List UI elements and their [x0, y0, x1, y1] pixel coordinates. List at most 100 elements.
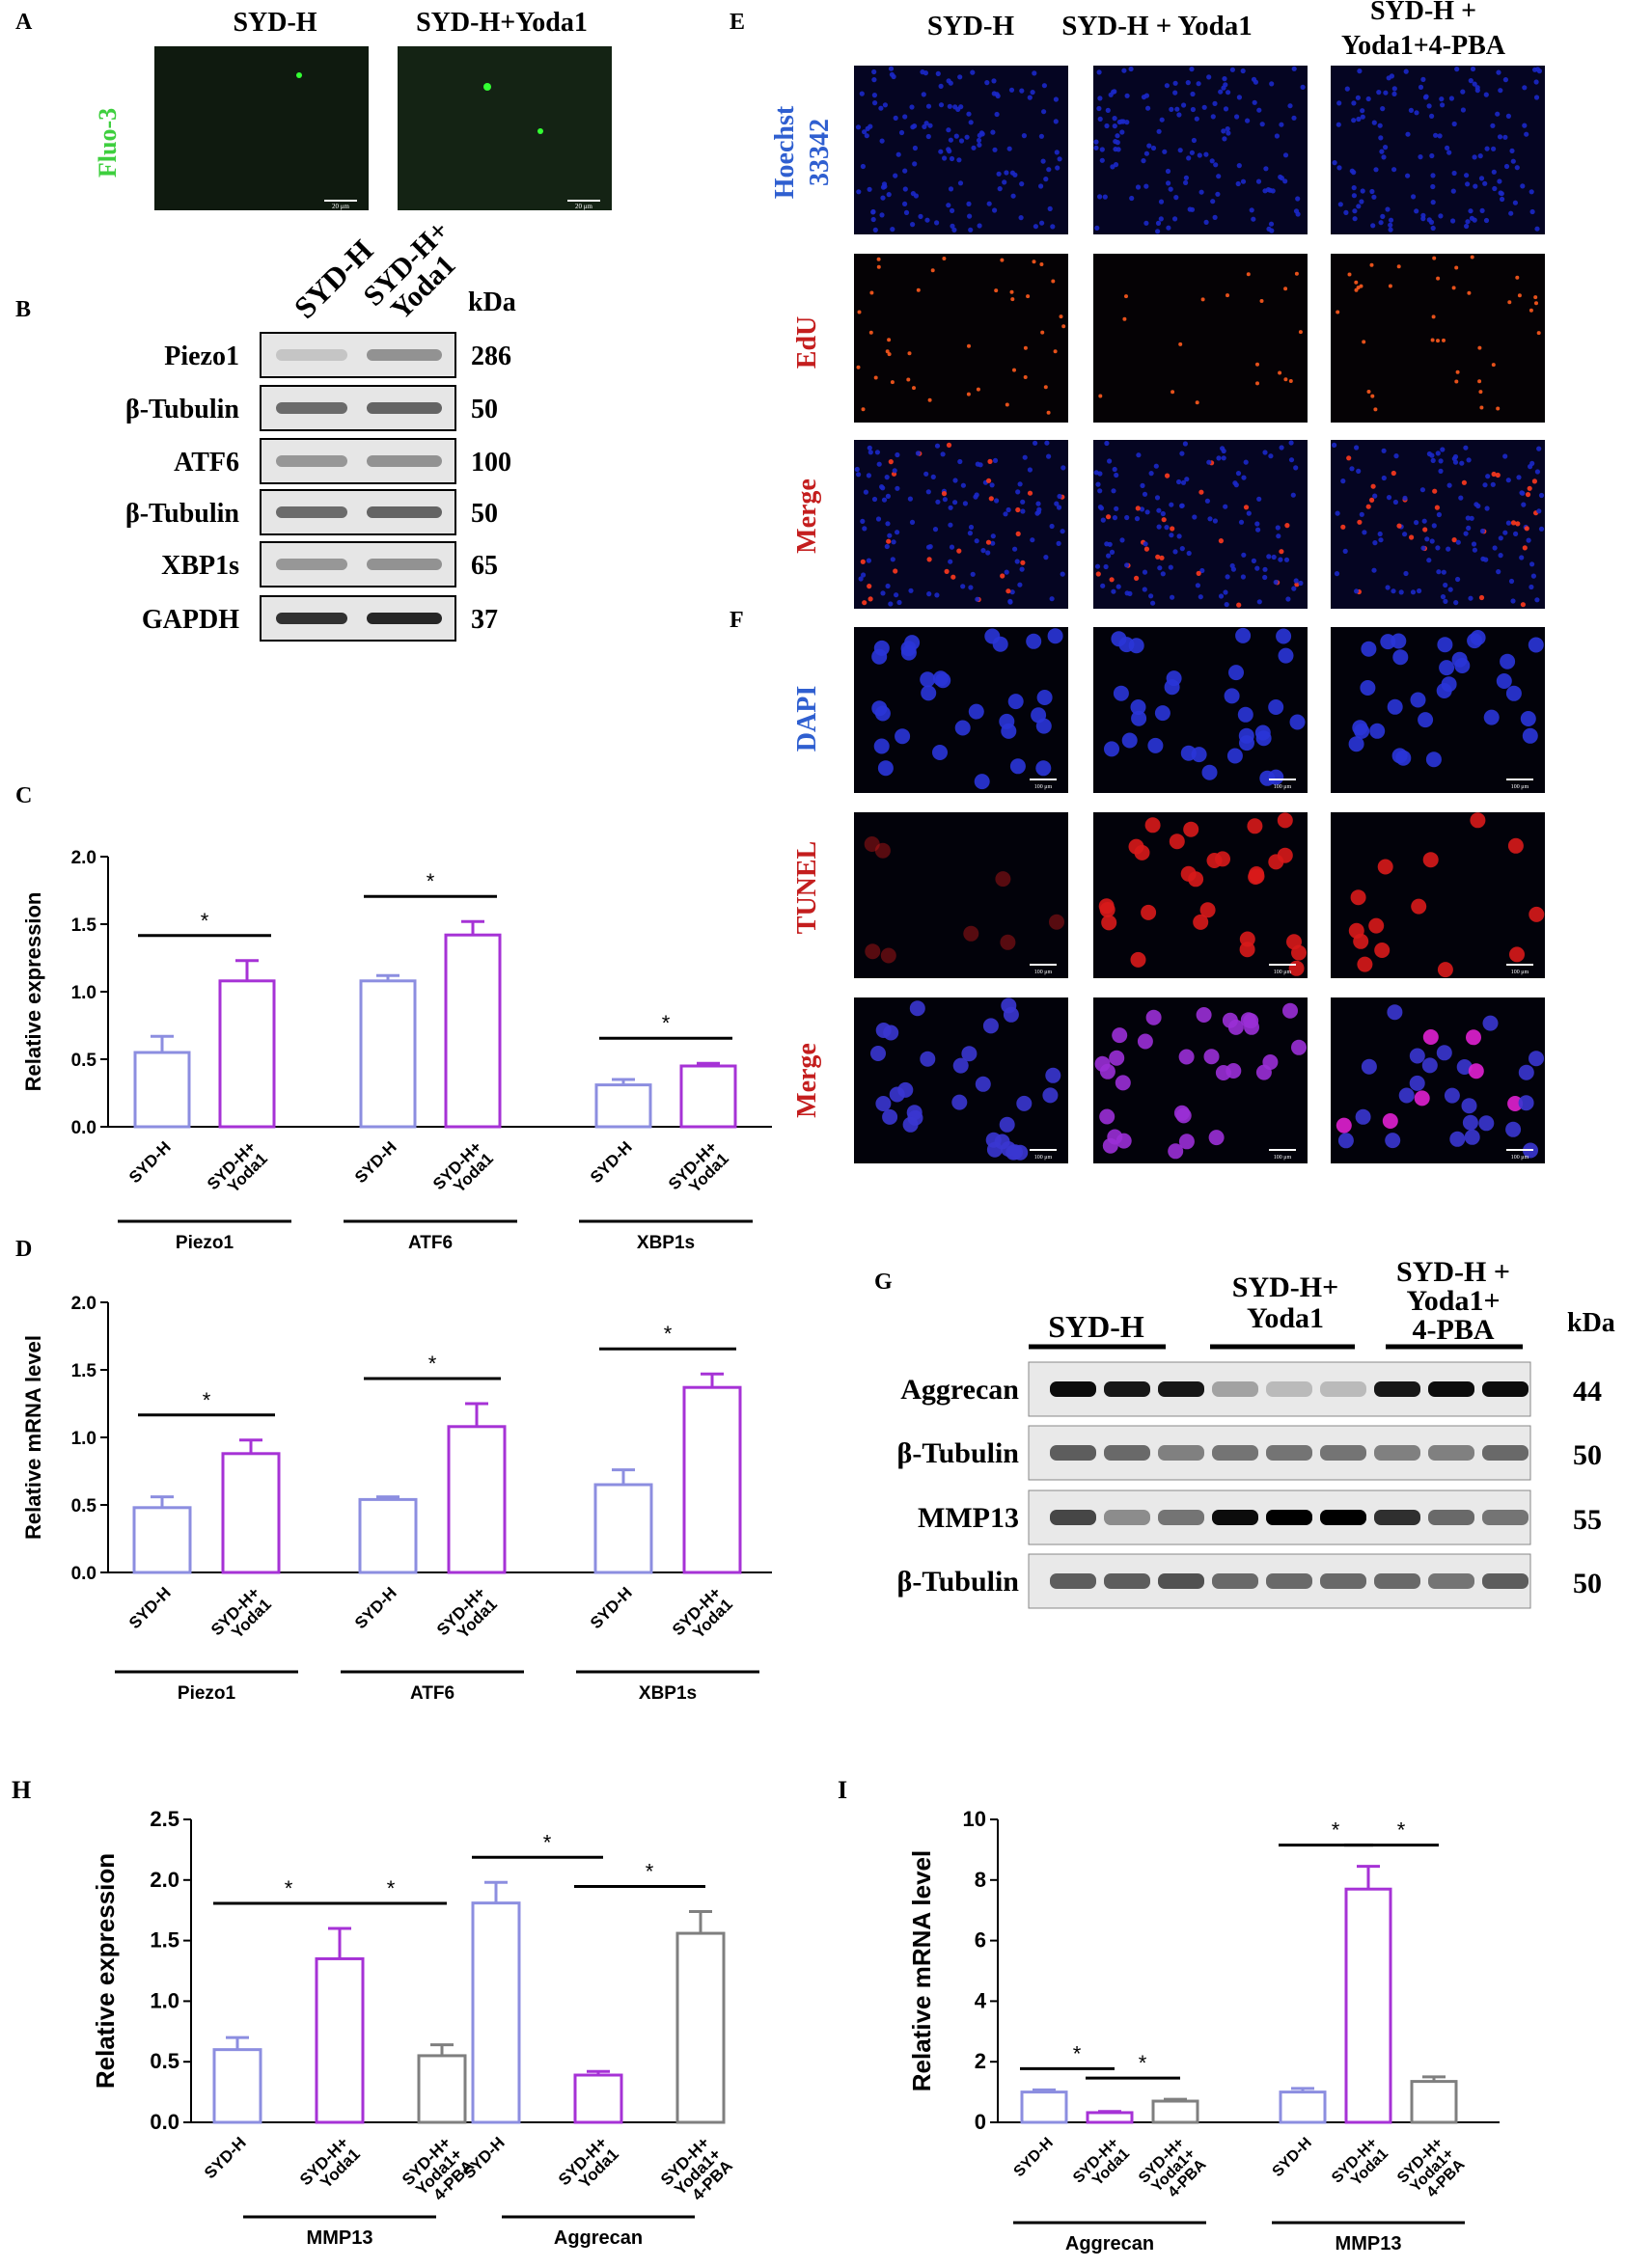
cell-nucleus	[1166, 225, 1171, 231]
cell-nucleus	[1183, 179, 1189, 185]
cell-nucleus	[918, 213, 923, 219]
blot-band	[1050, 1381, 1096, 1397]
y-tick-label: 2.0	[150, 1868, 179, 1892]
cell-nucleus	[1012, 368, 1016, 372]
cell-nucleus	[887, 533, 893, 538]
cell-nucleus	[984, 628, 1001, 644]
cell-nucleus	[1059, 314, 1063, 319]
cell-nucleus	[1191, 137, 1197, 144]
cell-nucleus	[874, 842, 891, 859]
blot-band	[1320, 1510, 1366, 1525]
cell-nucleus	[952, 500, 958, 506]
panel-e-row-hoechst: Hoechst 33342	[770, 105, 835, 199]
cell-nucleus	[925, 103, 932, 109]
cell-nucleus	[1442, 338, 1446, 342]
cell-nucleus	[1291, 586, 1297, 591]
cell-nucleus	[956, 157, 962, 163]
panel-b-col-syd-h: SYD-H	[287, 232, 379, 325]
y-axis-label: Relative expression	[91, 1853, 120, 2089]
cell-nucleus	[1150, 600, 1156, 606]
cell-nucleus	[880, 485, 886, 491]
x-tick-label-line: SYD-H	[125, 1583, 175, 1632]
cell-nucleus	[1144, 509, 1150, 515]
bar	[1151, 2099, 1199, 2124]
cell-nucleus	[1107, 458, 1113, 464]
cell-nucleus	[1371, 194, 1377, 200]
cell-nucleus	[1349, 168, 1355, 174]
cell-nucleus	[1223, 589, 1228, 595]
cell-nucleus	[1460, 89, 1466, 95]
cell-nucleus	[907, 351, 912, 356]
x-tick-label: SYD-H	[459, 2133, 509, 2182]
cell-nucleus	[1350, 889, 1366, 906]
cell-nucleus	[876, 257, 881, 261]
cell-nucleus	[909, 519, 916, 526]
cell-nucleus	[888, 601, 894, 607]
cell-nucleus	[958, 138, 965, 144]
cell-nucleus	[942, 155, 948, 161]
fluorescence-image	[1093, 812, 1308, 978]
cell-nucleus	[1529, 561, 1535, 567]
cell-nucleus	[1446, 150, 1452, 155]
significance-star: *	[1073, 2041, 1082, 2065]
cell-nucleus	[1169, 533, 1174, 538]
cell-nucleus	[1534, 469, 1540, 475]
cell-nucleus	[1189, 206, 1196, 212]
cell-nucleus	[1189, 67, 1195, 72]
cell-nucleus	[857, 310, 862, 314]
cell-nucleus	[1357, 519, 1363, 525]
cell-nucleus	[882, 1108, 898, 1125]
cell-nucleus	[1267, 187, 1273, 193]
cell-nucleus	[1148, 593, 1154, 599]
significance-star: *	[646, 1859, 654, 1883]
cell-nucleus	[982, 1018, 999, 1034]
cell-nucleus	[1380, 106, 1386, 112]
cell-nucleus	[856, 472, 862, 478]
cell-nucleus	[1468, 78, 1474, 84]
cell-nucleus	[1116, 119, 1122, 125]
cell-nucleus	[1483, 217, 1490, 224]
cell-nucleus	[1102, 1137, 1118, 1154]
cell-nucleus	[1179, 546, 1185, 552]
x-tick-label-line: SYD-H	[125, 1137, 175, 1187]
cell-nucleus	[1178, 342, 1183, 346]
cell-nucleus	[902, 114, 908, 120]
cell-nucleus	[1221, 128, 1226, 134]
cell-nucleus	[1176, 112, 1182, 118]
y-tick-label: 1.5	[71, 915, 97, 936]
cell-nucleus	[1505, 685, 1522, 701]
cell-nucleus	[932, 527, 939, 533]
blot-band	[367, 559, 442, 570]
cell-nucleus	[946, 442, 952, 448]
cell-nucleus	[1377, 531, 1383, 537]
panel-b-col-syd-h-yoda1: SYD-H+ Yoda1	[357, 214, 461, 326]
x-tick-label: SYD-H+Yoda1	[204, 1137, 271, 1205]
cell-nucleus	[1379, 149, 1385, 154]
cell-nucleus	[886, 192, 892, 198]
cell-nucleus	[863, 489, 869, 495]
cell-nucleus	[910, 222, 916, 228]
cell-nucleus	[1006, 146, 1012, 151]
cell-nucleus	[995, 871, 1011, 888]
cell-nucleus	[1019, 566, 1025, 572]
cell-nucleus	[1432, 256, 1437, 260]
cell-nucleus	[1521, 502, 1527, 507]
cell-nucleus	[1500, 196, 1505, 203]
cell-nucleus	[948, 505, 953, 510]
cell-nucleus	[1470, 255, 1474, 260]
cell-nucleus	[1155, 220, 1162, 226]
cell-nucleus	[1461, 479, 1467, 485]
blot-band	[367, 455, 442, 467]
cell-nucleus	[861, 407, 866, 412]
cell-nucleus	[891, 539, 896, 545]
cell-nucleus	[1128, 838, 1144, 855]
group-label: ATF6	[408, 1233, 453, 1253]
cell-nucleus	[878, 105, 884, 111]
cell-nucleus	[1359, 511, 1364, 517]
cell-nucleus	[1293, 465, 1299, 471]
bar	[573, 2073, 623, 2124]
cell-nucleus	[991, 78, 997, 84]
cell-nucleus	[1236, 163, 1242, 169]
cell-nucleus	[1288, 440, 1294, 446]
cell-nucleus	[1498, 535, 1503, 541]
